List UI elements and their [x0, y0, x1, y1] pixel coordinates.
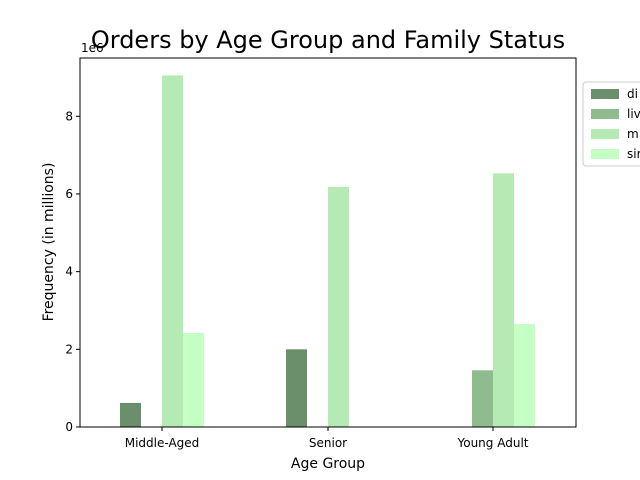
legend-label-sir: sir: [627, 147, 640, 161]
plot-area: 0 2 4 6 8 Middle-Aged Senior Young Adult: [65, 75, 535, 450]
y-axis-offset-text: 1e6: [81, 41, 104, 55]
legend: di liv m sir: [582, 81, 640, 167]
y-axis-label: Frequency (in millions): [41, 163, 57, 322]
legend-label-liv: liv: [627, 107, 640, 121]
legend-label-m: m: [627, 127, 639, 141]
y-tick-label: 4: [65, 265, 73, 279]
bar-m-young-adult: [493, 173, 514, 427]
x-tick-label: Middle-Aged: [125, 436, 200, 450]
bar-di-senior: [286, 349, 307, 427]
legend-swatch-sir: [591, 149, 619, 159]
legend-frame: [582, 81, 640, 167]
bar-m-middle-aged: [162, 75, 183, 428]
y-tick-label: 6: [65, 187, 73, 201]
legend-swatch-m: [591, 129, 619, 139]
chart-title: Orders by Age Group and Family Status: [91, 26, 565, 54]
y-tick-label: 8: [65, 109, 73, 123]
bar-sir-middle-aged: [183, 333, 204, 427]
legend-label-di: di: [627, 87, 638, 101]
y-tick-label: 0: [65, 420, 73, 434]
bar-di-middle-aged: [120, 402, 141, 427]
x-tick-label: Senior: [309, 436, 347, 450]
bar-sir-young-adult: [514, 324, 535, 427]
bar-m-senior: [328, 186, 349, 427]
y-tick-label: 2: [65, 342, 73, 356]
x-axis-label: Age Group: [291, 456, 365, 472]
legend-swatch-di: [591, 89, 619, 99]
bar-liv-young-adult: [472, 370, 493, 427]
legend-swatch-liv: [591, 109, 619, 119]
plot-frame: [79, 57, 577, 428]
x-tick-label: Young Adult: [457, 436, 529, 450]
